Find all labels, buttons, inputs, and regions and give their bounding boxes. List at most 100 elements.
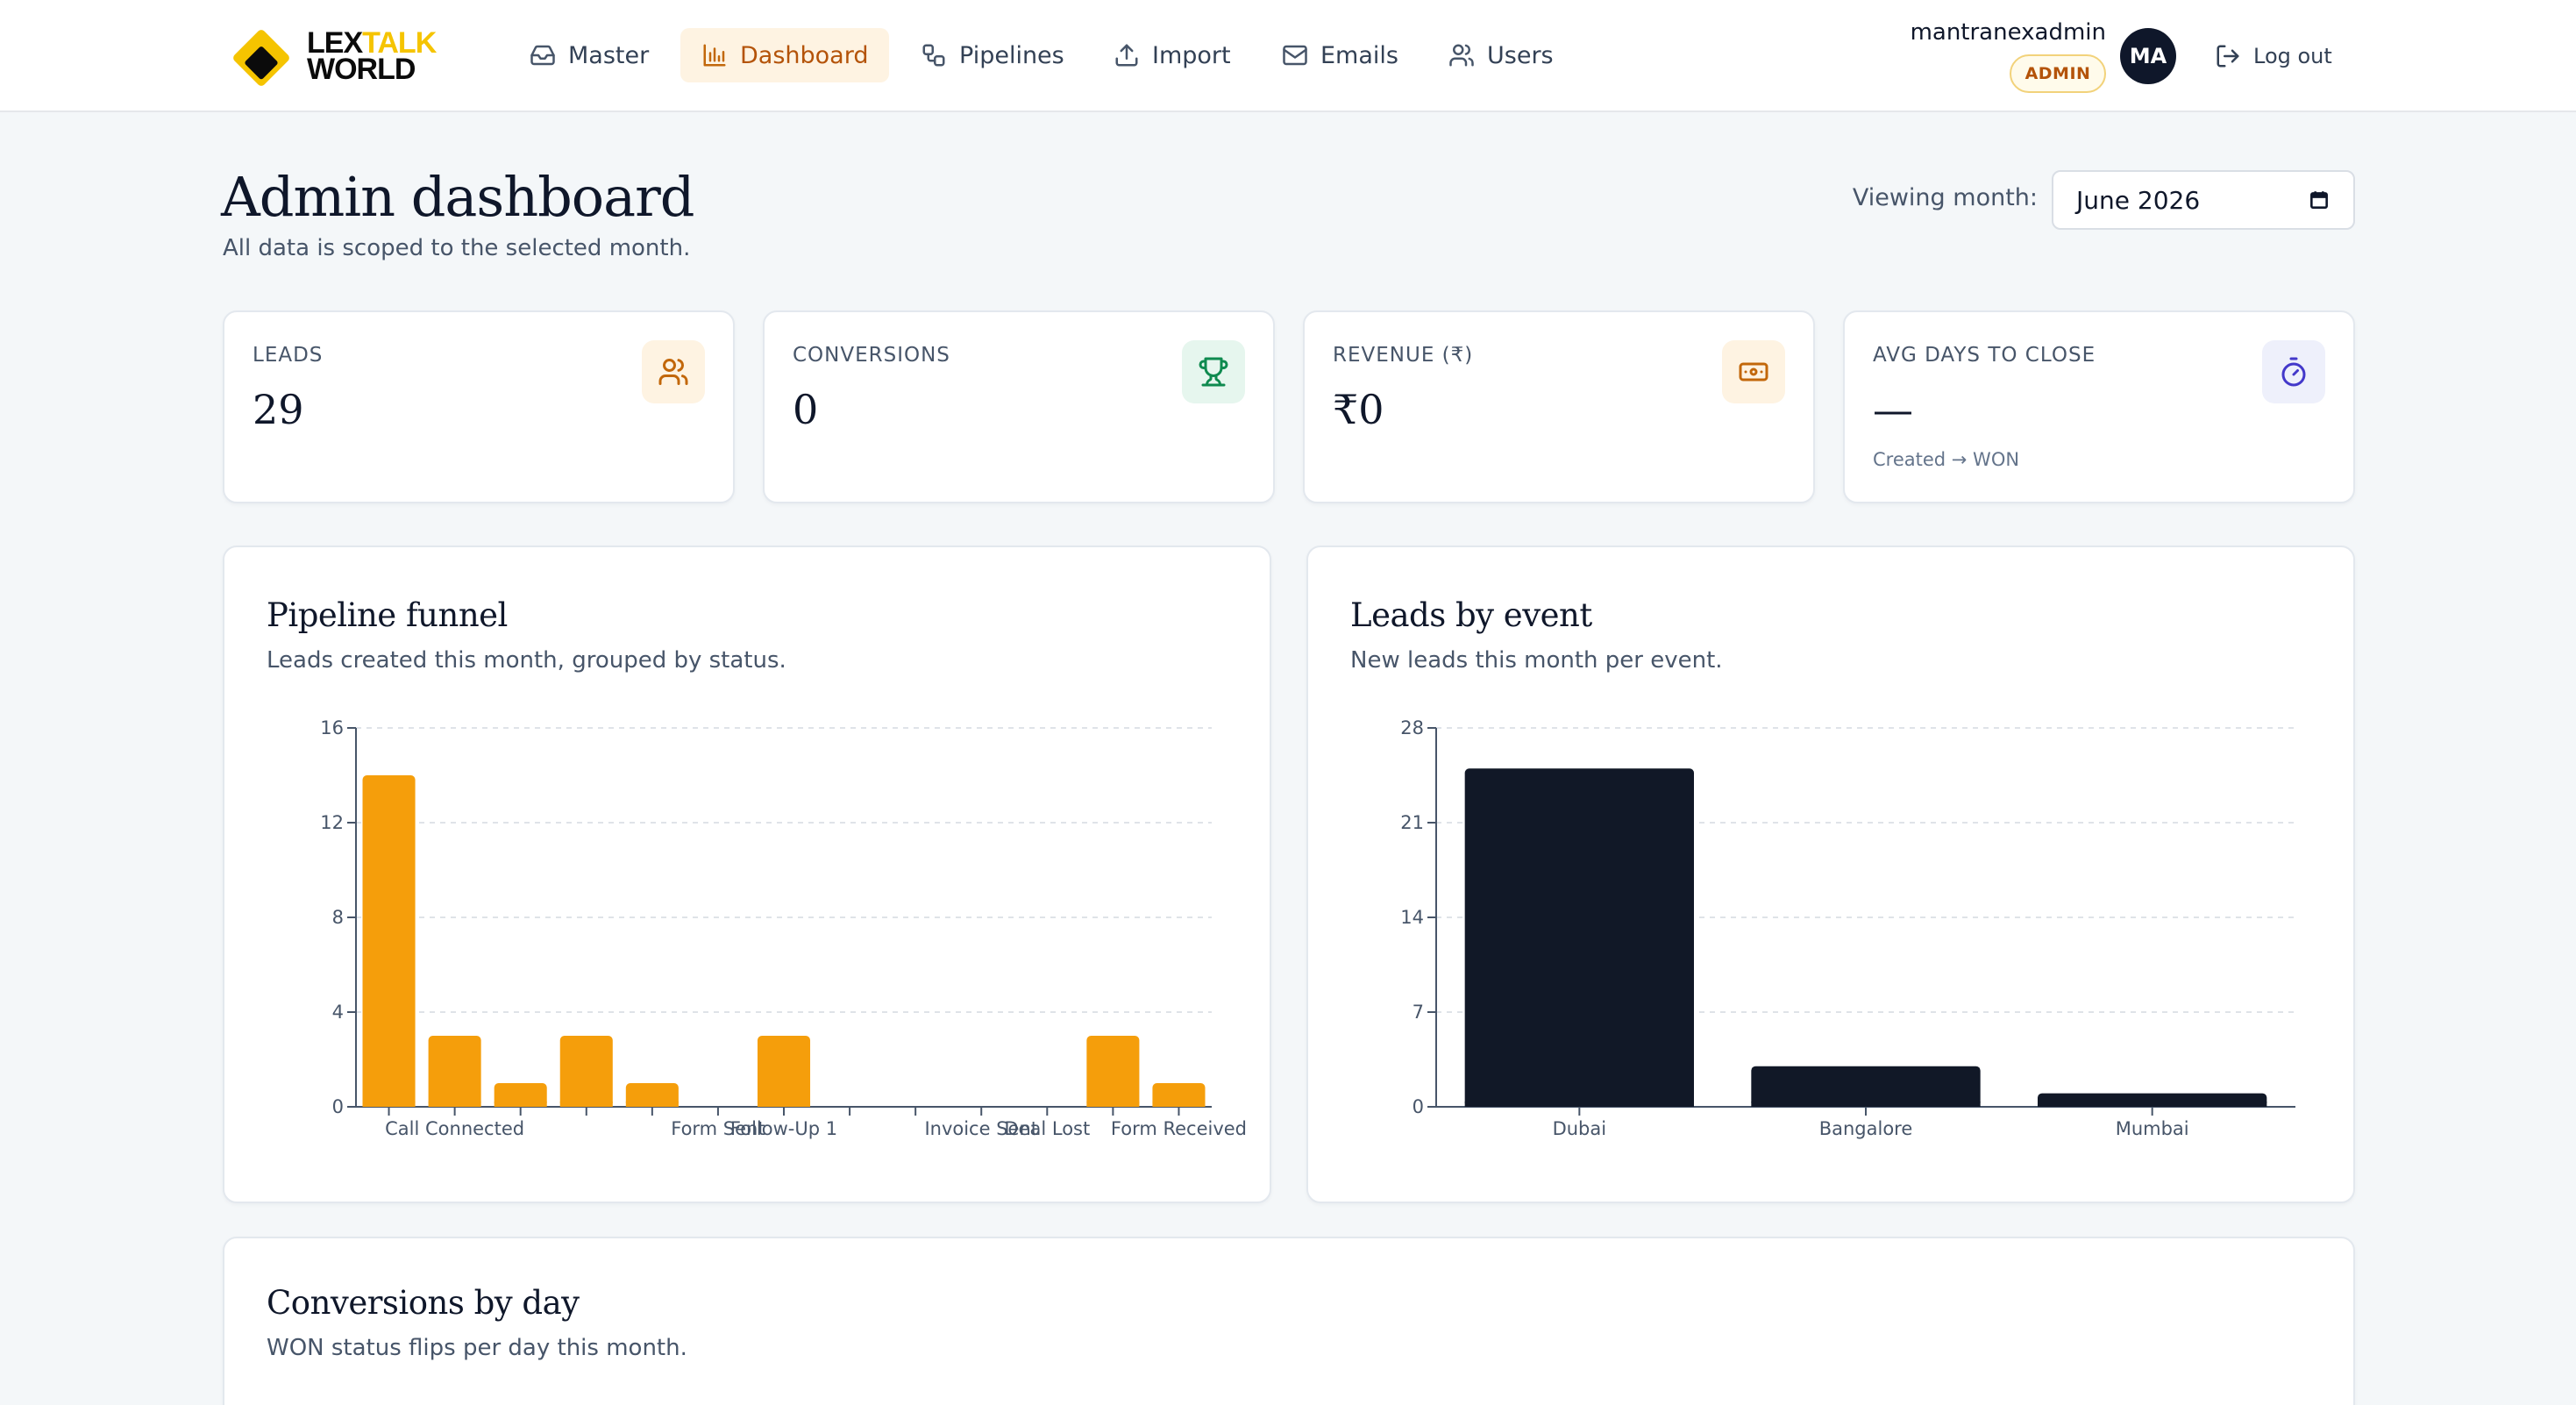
- workflow-icon: [922, 44, 945, 67]
- logout-icon: [2217, 45, 2239, 68]
- users-icon: [1449, 44, 1474, 67]
- bar: [428, 1036, 481, 1107]
- stopwatch-icon: [2281, 357, 2306, 387]
- kpi-card-avg-days: AVG DAYS TO CLOSE — Created → WON: [1843, 310, 2355, 503]
- calendar-icon[interactable]: [2308, 189, 2330, 211]
- bar: [1086, 1036, 1140, 1107]
- nav-import[interactable]: Import: [1092, 28, 1252, 82]
- pipeline-funnel-chart: 0 4 8 12 16 Call Connected Form SentFollow-Up …: [320, 717, 1247, 1139]
- kpi-label: CONVERSIONS: [793, 344, 950, 367]
- card-title: Leads by event: [1350, 596, 1592, 634]
- logo-diamond-icon: [231, 28, 291, 88]
- bar-chart-icon: [703, 44, 726, 67]
- y-tick-label: 7: [1413, 1002, 1424, 1023]
- card-title: Pipeline funnel: [267, 596, 508, 634]
- bar-base: [559, 1102, 613, 1107]
- banknote-icon: [1739, 362, 1768, 382]
- nav-users[interactable]: Users: [1427, 28, 1575, 82]
- y-tick-label: 14: [1400, 907, 1424, 928]
- bar: [1152, 1083, 1206, 1107]
- kpi-label: AVG DAYS TO CLOSE: [1873, 344, 2096, 367]
- leads-by-event-chart: 0 7 14 21 28 Dubai Bangalore Mumbai: [1400, 717, 2295, 1139]
- nav-pipelines[interactable]: Pipelines: [900, 28, 1085, 82]
- leads-by-event-card: Leads by event New leads this month per …: [1306, 546, 2355, 1203]
- nav-import-label: Import: [1152, 41, 1231, 69]
- kpi-label: REVENUE (₹): [1333, 344, 1474, 367]
- avatar[interactable]: MA: [2120, 28, 2176, 84]
- bar-base: [757, 1102, 811, 1107]
- y-tick-label: 4: [332, 1002, 344, 1023]
- bar: [362, 775, 416, 1107]
- user-name: mantranexadmin: [1910, 19, 2106, 46]
- kpi-card-revenue: REVENUE (₹) ₹0: [1303, 310, 1815, 503]
- nav-dashboard[interactable]: Dashboard: [680, 28, 890, 82]
- kpi-card-leads: LEADS 29: [223, 310, 735, 503]
- nav-pipelines-label: Pipelines: [959, 41, 1064, 69]
- nav-emails[interactable]: Emails: [1261, 28, 1420, 82]
- page-subtitle: All data is scoped to the selected month…: [223, 235, 691, 261]
- card-subtitle: Leads created this month, grouped by sta…: [267, 647, 786, 674]
- trophy-icon: [1199, 357, 1228, 387]
- bar-base: [2038, 1102, 2267, 1107]
- users-icon: [658, 359, 688, 385]
- y-tick-label: 8: [332, 907, 344, 928]
- logout-button[interactable]: Log out: [2215, 39, 2332, 74]
- kpi-card-conversions: CONVERSIONS 0: [763, 310, 1275, 503]
- upload-icon: [1115, 44, 1138, 67]
- logout-label: Log out: [2253, 44, 2332, 68]
- x-tick-label: Form Sent: [671, 1118, 765, 1139]
- bar: [757, 1036, 811, 1107]
- y-tick-label: 28: [1400, 717, 1424, 738]
- y-tick-label: 12: [320, 812, 344, 833]
- bar: [559, 1036, 613, 1107]
- conversions-by-day-card: Conversions by day WON status flips per …: [223, 1237, 2355, 1405]
- inbox-icon: [530, 45, 555, 66]
- top-header: LEXTALK WORLD Master Dashboard Pipelines…: [0, 0, 2576, 112]
- bar-base: [428, 1102, 481, 1107]
- kpi-value: ₹0: [1333, 386, 1384, 433]
- month-picker-input[interactable]: June 2026: [2052, 170, 2355, 230]
- lextalk-world-logo[interactable]: LEXTALK WORLD: [231, 26, 459, 88]
- bar-base: [1086, 1102, 1140, 1107]
- bar-base: [1751, 1102, 1981, 1107]
- x-tick-label: Deal Lost: [1004, 1118, 1090, 1139]
- bar-base: [1152, 1102, 1206, 1107]
- nav-dashboard-label: Dashboard: [740, 41, 869, 69]
- nav-master-label: Master: [568, 41, 650, 69]
- x-tick-label: Call Connected: [385, 1118, 524, 1139]
- kpi-value: 29: [253, 386, 304, 433]
- x-tick-label: Bangalore: [1819, 1118, 1913, 1139]
- y-tick-label: 16: [320, 717, 344, 738]
- month-picker-label: Viewing month:: [1852, 184, 2038, 211]
- bar-base: [362, 1102, 416, 1107]
- kpi-value: —: [1873, 386, 1913, 433]
- page-title: Admin dashboard: [221, 165, 694, 229]
- nav-emails-label: Emails: [1320, 41, 1398, 69]
- bar-base: [494, 1102, 547, 1107]
- x-tick-label: Dubai: [1553, 1118, 1607, 1139]
- y-tick-label: 0: [1413, 1096, 1424, 1117]
- x-tick-label: Form Received: [1111, 1118, 1247, 1139]
- month-picker-value: June 2026: [2076, 185, 2201, 215]
- card-title: Conversions by day: [267, 1284, 580, 1322]
- x-tick-label: Follow-Up 1: [730, 1118, 837, 1139]
- bar: [1751, 1066, 1981, 1107]
- role-badge: ADMIN: [2010, 54, 2106, 93]
- nav-master[interactable]: Master: [509, 28, 670, 82]
- mail-icon: [1283, 45, 1307, 66]
- logo-word-lex: LEX: [307, 26, 363, 60]
- bar: [625, 1083, 679, 1107]
- bar: [494, 1083, 547, 1107]
- y-tick-label: 21: [1400, 812, 1424, 833]
- kpi-label: LEADS: [253, 344, 324, 367]
- x-tick-label: Invoice Sent: [924, 1118, 1038, 1139]
- bar-base: [625, 1102, 679, 1107]
- y-tick-label: 0: [332, 1096, 344, 1117]
- card-subtitle: New leads this month per event.: [1350, 647, 1723, 674]
- logo-word-talk: TALK: [362, 26, 437, 60]
- nav-users-label: Users: [1487, 41, 1554, 69]
- x-tick-label: Mumbai: [2116, 1118, 2189, 1139]
- pipeline-funnel-card: Pipeline funnel Leads created this month…: [223, 546, 1271, 1203]
- bar: [1464, 768, 1694, 1107]
- kpi-note: Created → WON: [1873, 449, 2020, 470]
